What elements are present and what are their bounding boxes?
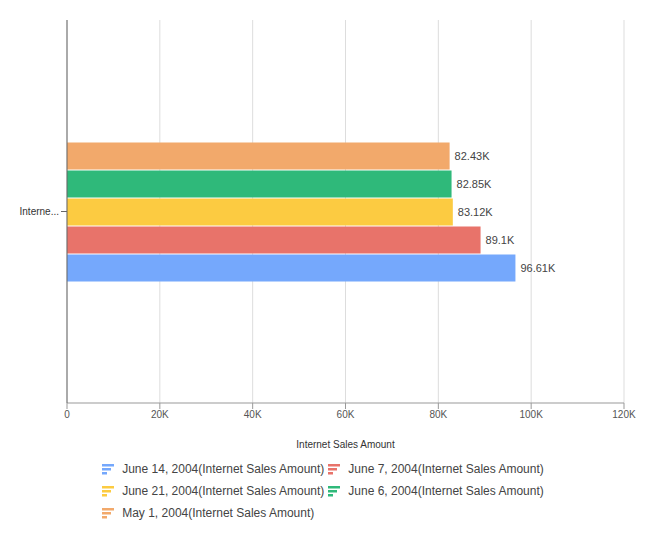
svg-text:96.61K: 96.61K	[520, 262, 556, 274]
svg-text:20K: 20K	[151, 409, 169, 420]
svg-text:60K: 60K	[337, 409, 355, 420]
html-text:June 14, 2004(Internet Sales A: June 14, 2004(Internet Sales Amount)	[122, 462, 325, 476]
html-text:June 6, 2004(Internet Sales Am: June 6, 2004(Internet Sales Amount)	[348, 484, 544, 498]
svg-text:100K: 100K	[519, 409, 543, 420]
svg-text:83.12K: 83.12K	[458, 206, 494, 218]
svg-text:Interne...: Interne...	[20, 206, 59, 217]
svg-text:80K: 80K	[429, 409, 447, 420]
html-text:June 21, 2004(Internet Sales A: June 21, 2004(Internet Sales Amount)	[122, 484, 325, 498]
html-text:June 7, 2004(Internet Sales Am: June 7, 2004(Internet Sales Amount)	[348, 462, 544, 476]
svg-text:0: 0	[64, 409, 70, 420]
svg-text:Internet Sales Amount: Internet Sales Amount	[296, 439, 395, 450]
html-text:May 1, 2004(Internet Sales Amo: May 1, 2004(Internet Sales Amount)	[122, 506, 315, 520]
svg-text:40K: 40K	[244, 409, 262, 420]
svg-text:82.43K: 82.43K	[455, 150, 491, 162]
svg-text:120K: 120K	[612, 409, 636, 420]
svg-text:89.1K: 89.1K	[486, 234, 515, 246]
svg-text:82.85K: 82.85K	[457, 178, 493, 190]
